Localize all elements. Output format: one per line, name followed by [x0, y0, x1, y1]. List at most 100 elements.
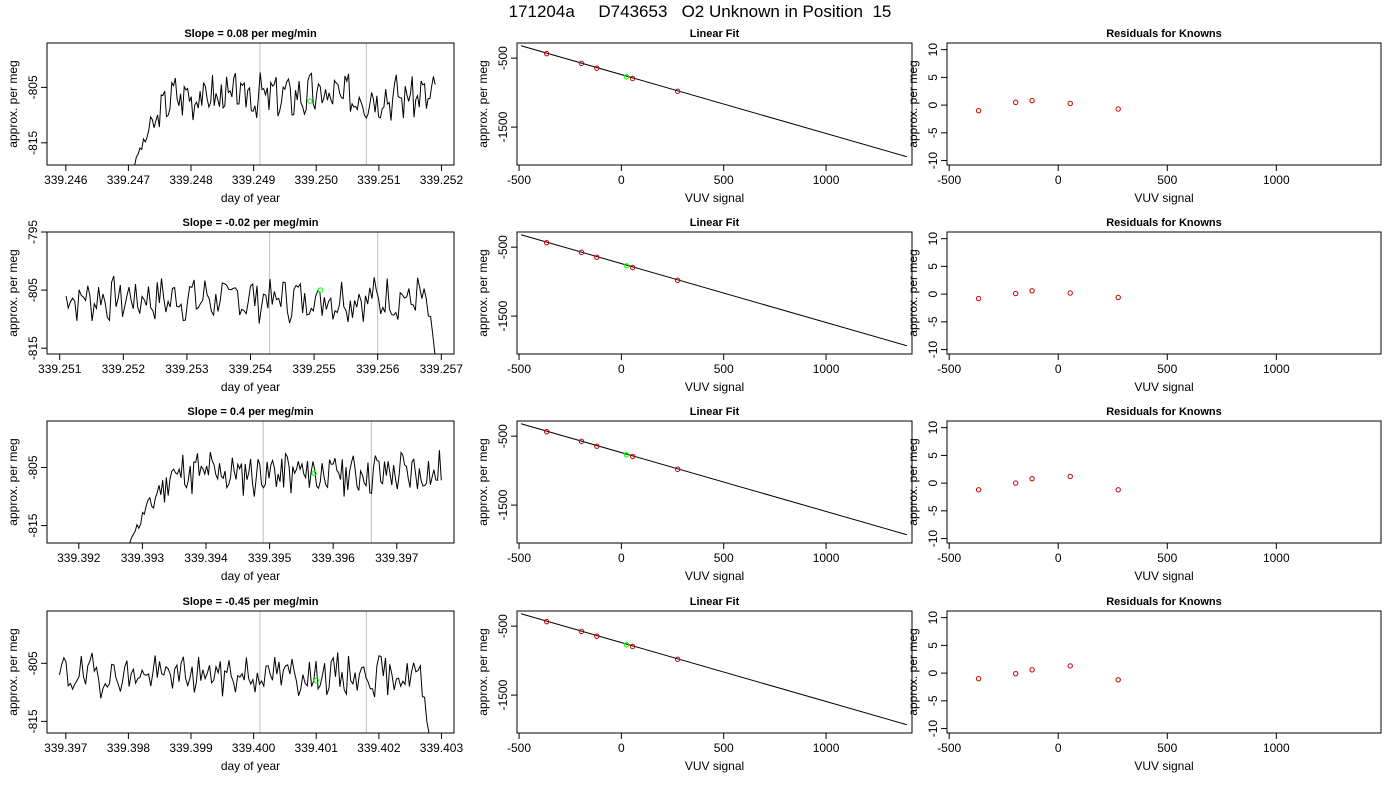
- known-point: [1115, 677, 1121, 683]
- x-tick-label: -500: [507, 362, 531, 376]
- x-tick-label: 339.397: [375, 551, 419, 565]
- chart-data-layer: [520, 45, 908, 158]
- known-point: [1115, 106, 1121, 112]
- x-tick-label: 339.251: [38, 362, 82, 376]
- y-tick-label: -805: [26, 455, 40, 479]
- x-tick-label: 1000: [1263, 551, 1290, 565]
- known-point: [1012, 99, 1019, 106]
- known-point: [543, 428, 550, 435]
- x-tick-label: 339.392: [57, 551, 101, 565]
- chart-panel-4: Linear Fit -500 0 500 1000 -500 -1500 VUV signa…: [476, 217, 913, 394]
- x-tick-label: 339.249: [232, 173, 276, 187]
- x-tick-label: 500: [1157, 741, 1177, 755]
- known-point: [629, 264, 636, 271]
- fit-line: [520, 45, 908, 158]
- known-point: [594, 633, 600, 639]
- unknown-point: [623, 74, 630, 80]
- y-tick-label: 10: [926, 611, 940, 625]
- x-tick-label: 0: [1055, 362, 1062, 376]
- x-tick-label: 500: [714, 362, 734, 376]
- x-axis-label: VUV signal: [685, 569, 744, 583]
- known-point: [1029, 288, 1035, 294]
- y-tick-label: -815: [26, 130, 40, 154]
- x-tick-label: 1000: [1263, 362, 1290, 376]
- y-tick-label: 5: [926, 642, 940, 649]
- trace-line: [129, 450, 442, 543]
- chart-data-layer: [975, 288, 1121, 302]
- y-axis-label: approx. per meg: [906, 60, 920, 147]
- known-point: [594, 65, 600, 71]
- y-axis-label: approx. per meg: [6, 60, 20, 147]
- plot-frame: [516, 420, 913, 544]
- fit-line: [520, 423, 908, 536]
- x-tick-label: 339.248: [169, 173, 213, 187]
- y-tick-label: -500: [496, 614, 510, 638]
- x-tick-label: 500: [1157, 362, 1177, 376]
- chart-panel-9: Slope = -0.45 per meg/min 339.397 339.398 3…: [6, 596, 463, 773]
- y-tick-label: -10: [926, 530, 940, 548]
- known-point: [578, 628, 585, 635]
- x-tick-label: -500: [937, 741, 961, 755]
- chart-panel-0: Slope = 0.08 per meg/min 339.246 339.247 33…: [6, 28, 463, 205]
- x-axis-label: day of year: [221, 380, 280, 394]
- chart-panel-6: Slope = 0.4 per meg/min 339.392 339.393 339…: [6, 406, 455, 583]
- x-tick-label: -500: [507, 741, 531, 755]
- y-tick-label: 10: [926, 43, 940, 57]
- y-axis-label: approx. per meg: [6, 249, 20, 336]
- y-tick-label: 0: [926, 290, 940, 297]
- chart-panel-2: Residuals for Knowns -500 0 500 1000 -10 -5 0 5 1…: [906, 28, 1382, 205]
- known-point: [1012, 670, 1019, 677]
- y-axis-label: approx. per meg: [476, 60, 490, 147]
- chart-data-layer: [65, 232, 436, 354]
- y-tick-label: -10: [926, 341, 940, 359]
- chart-data-layer: [975, 663, 1121, 683]
- x-tick-label: 339.399: [169, 741, 213, 755]
- chart-panel-5: Residuals for Knowns -500 0 500 1000 -10 -5 0 5 1…: [906, 217, 1382, 394]
- y-tick-label: -815: [26, 336, 40, 360]
- fit-line: [520, 613, 908, 726]
- x-tick-label: 500: [714, 741, 734, 755]
- y-tick-label: -1500: [496, 489, 510, 520]
- y-tick-label: -805: [26, 278, 40, 302]
- known-point: [594, 254, 600, 260]
- chart-panel-10: Linear Fit -500 0 500 1000 -500 -1500 VUV signa…: [476, 596, 913, 773]
- chart-title: Slope = 0.4 per meg/min: [187, 406, 314, 418]
- known-point: [578, 60, 585, 67]
- known-point: [629, 75, 636, 82]
- known-point: [1029, 97, 1035, 104]
- y-tick-label: -10: [926, 720, 940, 738]
- unknown-marker-point: [307, 98, 313, 104]
- chart-data-layer: [520, 613, 908, 726]
- y-tick-label: -5: [926, 695, 940, 706]
- y-axis-label: approx. per meg: [476, 249, 490, 336]
- x-tick-label: 0: [618, 741, 625, 755]
- unknown-marker-point: [313, 678, 319, 684]
- x-tick-label: 1000: [813, 362, 840, 376]
- chart-title: Linear Fit: [690, 406, 740, 418]
- known-point: [594, 443, 600, 449]
- plot-frame: [516, 610, 913, 734]
- chart-data-layer: [129, 421, 442, 543]
- x-tick-label: 0: [618, 551, 625, 565]
- x-tick-label: 0: [1055, 173, 1062, 187]
- plot-frame: [946, 231, 1382, 355]
- known-point: [975, 675, 982, 682]
- y-axis-label: approx. per meg: [6, 438, 20, 525]
- x-tick-label: 339.251: [357, 173, 401, 187]
- x-tick-label: 339.253: [165, 362, 209, 376]
- y-tick-label: 10: [926, 232, 940, 246]
- chart-data-layer: [975, 473, 1121, 493]
- y-tick-label: -795: [26, 220, 40, 244]
- known-point: [1067, 663, 1073, 669]
- y-tick-label: 0: [926, 479, 940, 486]
- x-tick-label: 339.254: [229, 362, 273, 376]
- x-tick-label: 1000: [1263, 173, 1290, 187]
- plot-frame: [46, 42, 455, 166]
- trace-line: [59, 652, 430, 733]
- x-tick-label: 339.257: [420, 362, 464, 376]
- x-axis-label: VUV signal: [1134, 759, 1193, 773]
- plot-frame: [946, 42, 1382, 166]
- x-tick-label: -500: [507, 551, 531, 565]
- y-tick-label: -5: [926, 127, 940, 138]
- known-point: [1029, 475, 1035, 482]
